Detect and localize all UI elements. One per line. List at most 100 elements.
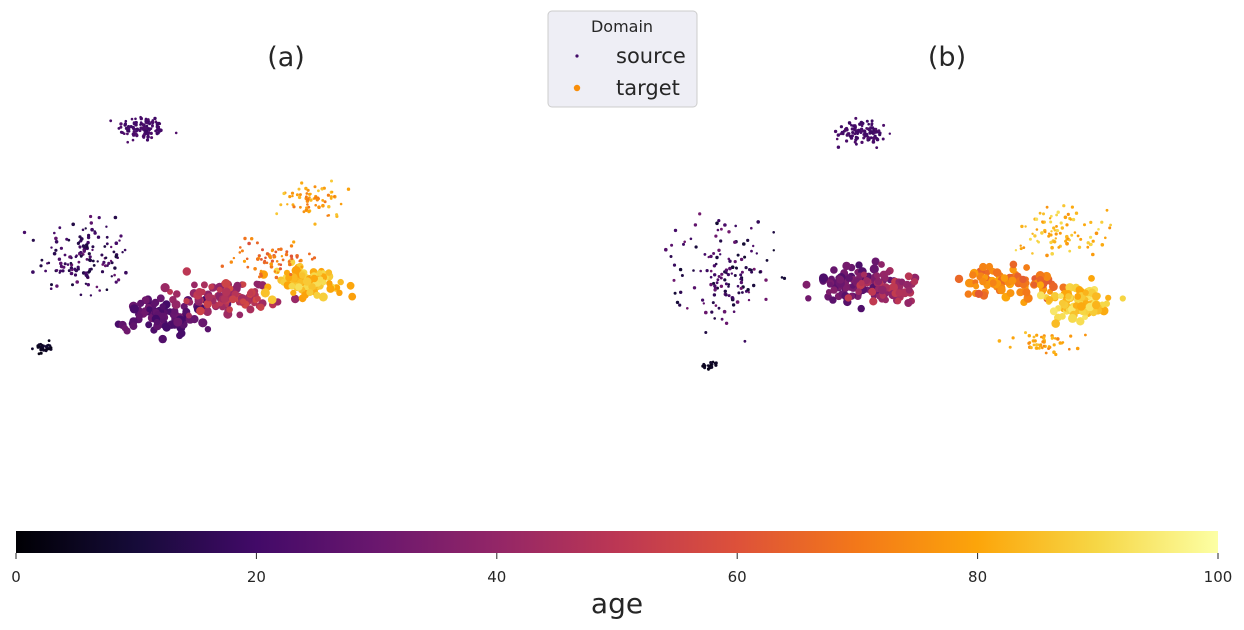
- colorbar: 0 20 40 60 80 100 age: [11, 531, 1232, 620]
- scatter-point-source: [1040, 335, 1043, 339]
- scatter-point-source: [860, 140, 864, 144]
- scatter-point-source: [724, 321, 729, 325]
- scatter-point-source: [39, 342, 42, 346]
- scatter-point-source: [1086, 245, 1090, 249]
- scatter-point-source: [54, 248, 58, 252]
- scatter-point-source: [78, 245, 81, 248]
- scatter-point-target: [954, 274, 964, 284]
- scatter-point-target: [295, 283, 303, 291]
- scatter-point-source: [69, 261, 73, 265]
- scatter-point-source: [1069, 334, 1073, 338]
- scatter-point-source: [280, 255, 284, 258]
- scatter-point-source: [680, 274, 684, 277]
- scatter-point-source: [107, 261, 111, 265]
- scatter-point-source: [1089, 220, 1093, 224]
- scatter-point-source: [739, 286, 743, 290]
- scatter-point-source: [87, 233, 91, 237]
- scatter-point-target: [208, 283, 215, 290]
- scatter-point-target: [802, 280, 811, 289]
- scatter-point-source: [68, 255, 72, 259]
- scatter-point-source: [77, 260, 81, 264]
- colorbar-tick-label: 60: [728, 568, 747, 586]
- scatter-point-source: [1042, 212, 1045, 216]
- scatter-point-source: [49, 346, 53, 349]
- scatter-point-source: [1050, 252, 1054, 256]
- scatter-point-source: [713, 288, 717, 292]
- scatter-point-source: [742, 242, 746, 246]
- scatter-point-source: [713, 317, 716, 320]
- scatter-point-source: [281, 258, 285, 262]
- scatter-point-source: [724, 293, 728, 297]
- scatter-point-source: [63, 262, 67, 266]
- scatter-point-source: [326, 193, 330, 197]
- scatter-point-source: [664, 247, 668, 252]
- legend-label-source: source: [616, 44, 686, 68]
- panel-a-points: [22, 115, 357, 356]
- scatter-point-source: [746, 238, 750, 242]
- scatter-point-target: [871, 257, 880, 266]
- scatter-point-target: [308, 283, 316, 291]
- scatter-point-source: [1038, 211, 1042, 215]
- scatter-point-source: [65, 237, 69, 241]
- scatter-point-source: [1066, 212, 1070, 216]
- colorbar-tick-label: 20: [247, 568, 266, 586]
- scatter-point-target: [318, 292, 328, 302]
- scatter-point-source: [727, 283, 731, 286]
- scatter-point-target: [233, 281, 242, 290]
- scatter-point-source: [1043, 230, 1047, 234]
- scatter-point-source: [119, 125, 123, 129]
- scatter-point-target: [889, 283, 898, 292]
- scatter-point-source: [714, 361, 718, 365]
- scatter-point-source: [114, 280, 118, 284]
- scatter-point-source: [50, 283, 53, 287]
- scatter-point-target: [240, 298, 247, 305]
- scatter-point-target: [989, 279, 997, 287]
- scatter-point-source: [733, 240, 737, 244]
- scatter-point-source: [1019, 247, 1023, 251]
- scatter-point-source: [95, 285, 99, 289]
- scatter-point-source: [678, 303, 682, 307]
- scatter-point-source: [66, 263, 70, 266]
- scatter-point-source: [857, 128, 861, 132]
- scatter-point-source: [1032, 343, 1036, 347]
- scatter-point-source: [673, 291, 677, 295]
- scatter-point-source: [97, 216, 101, 220]
- scatter-point-source: [69, 271, 74, 276]
- scatter-point-target: [857, 304, 865, 313]
- scatter-point-target: [973, 283, 980, 290]
- scatter-point-source: [1069, 218, 1073, 221]
- scatter-point-target: [253, 280, 260, 287]
- scatter-point-target: [221, 287, 231, 297]
- scatter-point-source: [875, 146, 879, 150]
- scatter-point-source: [123, 248, 127, 252]
- scatter-point-source: [1022, 246, 1026, 250]
- scatter-point-source: [80, 251, 83, 255]
- scatter-point-source: [90, 227, 94, 232]
- scatter-point-target: [903, 280, 911, 289]
- scatter-point-source: [103, 264, 107, 268]
- scatter-point-target: [965, 278, 974, 288]
- scatter-point-source: [744, 266, 748, 270]
- scatter-point-source: [675, 300, 680, 305]
- scatter-point-source: [1108, 226, 1112, 230]
- scatter-point-source: [292, 240, 296, 244]
- scatter-point-source: [1008, 345, 1012, 349]
- scatter-point-source: [863, 131, 867, 136]
- scatter-point-source: [274, 250, 278, 254]
- scatter-point-source: [850, 127, 854, 131]
- scatter-point-source: [62, 265, 66, 269]
- scatter-point-source: [1032, 335, 1036, 339]
- scatter-point-target: [203, 299, 212, 309]
- scatter-point-source: [307, 209, 311, 214]
- scatter-point-source: [255, 241, 259, 245]
- scatter-point-source: [750, 268, 753, 272]
- scatter-point-source: [84, 227, 87, 230]
- scatter-point-source: [720, 317, 724, 321]
- scatter-point-source: [100, 253, 104, 257]
- scatter-point-source: [715, 221, 719, 226]
- scatter-point-source: [1044, 351, 1048, 355]
- scatter-point-target: [1036, 291, 1045, 300]
- scatter-point-target: [1008, 276, 1017, 285]
- scatter-point-source: [247, 241, 251, 246]
- scatter-point-target: [254, 295, 261, 302]
